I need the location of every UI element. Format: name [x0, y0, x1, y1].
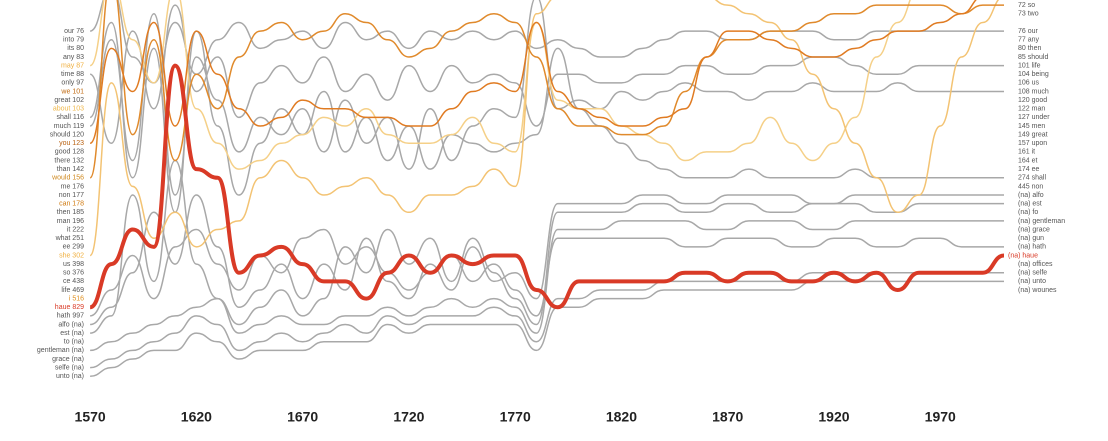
right-label: 77 any	[1018, 37, 1040, 44]
left-label: hath 997	[57, 313, 84, 320]
right-label: 145 men	[1018, 123, 1045, 130]
left-label: our 76	[64, 28, 84, 35]
right-label: 157 upon	[1018, 140, 1047, 147]
right-label: (na) grace	[1018, 226, 1050, 233]
left-label: ee 299	[63, 244, 85, 251]
right-label: 127 under	[1018, 114, 1050, 121]
left-label: gentleman (na)	[37, 347, 84, 354]
left-label: may 87	[61, 62, 84, 69]
right-label: 104 being	[1018, 71, 1049, 78]
right-label: 76 our	[1018, 28, 1039, 35]
left-label: much 119	[54, 123, 84, 130]
left-label: time 88	[61, 71, 84, 78]
left-label: into 79	[63, 37, 84, 44]
word-line	[90, 194, 1004, 326]
left-label: me 176	[61, 183, 84, 190]
right-label: 80 then	[1018, 45, 1041, 52]
left-label: you 123	[59, 140, 84, 147]
left-label: selfe (na)	[55, 364, 84, 371]
highlight-line	[89, 63, 1005, 310]
word-line	[89, 4, 1004, 145]
right-label: (na) selfe	[1018, 270, 1047, 277]
left-label: great 102	[54, 97, 84, 104]
left-label: non 177	[59, 192, 84, 199]
left-label: grace (na)	[52, 356, 84, 363]
right-label: 445 non	[1018, 183, 1043, 190]
right-label: (na) gun	[1018, 235, 1044, 242]
right-label: 274 shall	[1018, 175, 1046, 182]
left-label: its 80	[67, 45, 84, 52]
left-label: there 132	[54, 157, 84, 164]
highlight-label: (na) haue	[1008, 252, 1038, 259]
left-label: alfo (na)	[58, 321, 84, 328]
right-label: (na) alfo	[1018, 192, 1044, 199]
right-label: 164 et	[1018, 157, 1038, 164]
highlight-label: haue 829	[55, 304, 84, 311]
right-label: (na) offices	[1018, 261, 1053, 268]
left-label: would 156	[51, 175, 84, 182]
x-tick-label: 1720	[393, 409, 424, 425]
right-label: 161 it	[1018, 149, 1035, 156]
left-label: life 469	[61, 287, 84, 294]
x-tick-label: 1970	[925, 409, 956, 425]
word-line	[90, 271, 1004, 369]
word-line	[90, 220, 1004, 352]
left-label: us 398	[63, 261, 84, 268]
x-tick-label: 1620	[181, 409, 212, 425]
right-label: (na) wounes	[1018, 287, 1057, 294]
right-label: 120 good	[1018, 97, 1047, 104]
left-label: any 83	[63, 54, 84, 61]
left-label: est (na)	[60, 330, 84, 337]
left-label: unto (na)	[56, 373, 84, 380]
word-line	[89, 0, 1004, 196]
left-label: about 103	[53, 106, 84, 113]
right-label: 108 much	[1018, 88, 1049, 95]
left-label: should 120	[50, 131, 84, 138]
plot-area	[89, 0, 1005, 378]
right-label: 174 ee	[1018, 166, 1040, 173]
word-line	[89, 21, 1004, 214]
x-tick-label: 1770	[500, 409, 531, 425]
left-label: so 376	[63, 270, 84, 277]
right-label: 101 life	[1018, 62, 1041, 69]
right-label: (na) fo	[1018, 209, 1038, 216]
right-label: (na) est	[1018, 201, 1042, 208]
x-tick-label: 1820	[606, 409, 637, 425]
right-label: 122 man	[1018, 106, 1045, 113]
x-tick-label: 1570	[75, 409, 106, 425]
right-label: 106 us	[1018, 80, 1040, 87]
right-label: 149 great	[1018, 131, 1048, 138]
word-line	[89, 0, 1004, 179]
left-label: ce 438	[63, 278, 84, 285]
left-label: what 251	[55, 235, 85, 242]
word-line	[89, 0, 977, 145]
left-label: can 178	[59, 201, 84, 208]
left-label: shall 116	[56, 114, 84, 121]
left-label: we 101	[60, 88, 84, 95]
left-label: it 222	[67, 226, 84, 233]
word-line	[89, 0, 1004, 84]
right-label: 85 should	[1018, 54, 1048, 61]
right-label: 73 two	[1018, 11, 1039, 18]
left-label: she 302	[59, 252, 84, 259]
x-tick-label: 1670	[287, 409, 318, 425]
left-label: to (na)	[64, 339, 84, 346]
right-label: (na) unto	[1018, 278, 1046, 285]
left-label: good 128	[55, 149, 84, 156]
x-tick-label: 1920	[818, 409, 849, 425]
left-label: than 142	[57, 166, 84, 173]
right-label: (na) hath	[1018, 244, 1046, 251]
labels: 1570 1620 1670 1720 1770 1820 1870 1920 1970 our …	[37, 2, 1065, 425]
left-label: man 196	[57, 218, 84, 225]
left-label: only 97	[61, 80, 84, 87]
right-label: 72 so	[1018, 2, 1035, 9]
left-label: then 185	[57, 209, 84, 216]
left-label: i 516	[69, 295, 84, 302]
x-tick-label: 1870	[712, 409, 743, 425]
right-label: (na) gentleman	[1018, 218, 1065, 225]
